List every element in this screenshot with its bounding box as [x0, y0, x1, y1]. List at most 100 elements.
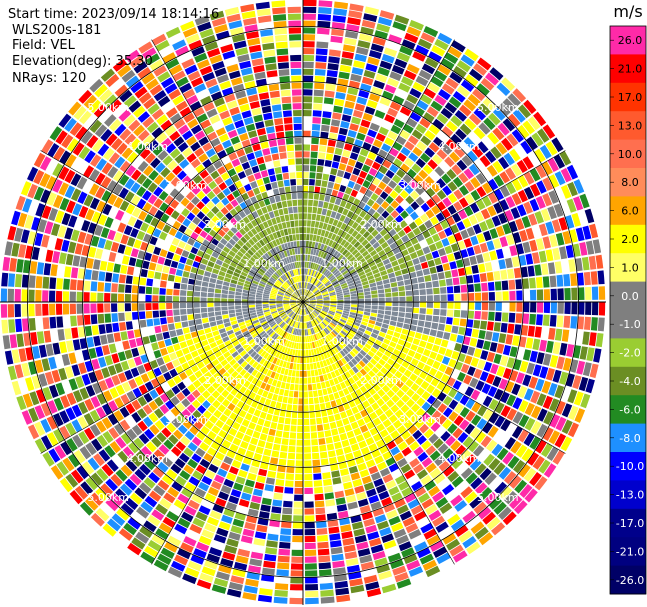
radar-gate-cell [372, 433, 382, 442]
radar-gate-cell [72, 434, 84, 448]
radar-gate-cell [356, 491, 367, 501]
radar-gate-cell [217, 275, 225, 281]
radar-gate-cell [235, 288, 243, 293]
radar-gate-cell [357, 352, 364, 360]
radar-gate-cell [436, 149, 448, 160]
radar-gate-cell [176, 391, 186, 402]
radar-gate-cell [157, 95, 171, 107]
radar-gate-cell [328, 203, 334, 211]
radar-gate-cell [160, 280, 167, 288]
radar-gate-cell [343, 107, 354, 116]
radar-gate-cell [412, 51, 426, 62]
radar-gate-cell [257, 418, 265, 426]
radar-gate-cell [500, 391, 510, 404]
radar-gate-cell [263, 293, 270, 297]
radar-gate-cell [318, 284, 324, 289]
radar-gate-cell [532, 252, 540, 264]
radar-gate-cell [262, 305, 269, 309]
radar-gate-cell [537, 408, 548, 422]
radar-gate-cell [419, 117, 431, 129]
radar-gate-cell [104, 114, 117, 127]
radar-gate-cell [345, 394, 353, 402]
radar-gate-cell [386, 329, 394, 336]
radar-gate-cell [349, 350, 356, 358]
radar-gate-cell [458, 172, 469, 184]
radar-gate-cell [350, 584, 365, 594]
radar-gate-cell [336, 244, 343, 252]
radar-gate-cell [228, 294, 235, 299]
radar-gate-cell [424, 147, 435, 158]
radar-gate-cell [71, 327, 79, 339]
radar-gate-cell [593, 348, 602, 363]
radar-gate-cell [156, 432, 167, 443]
radar-gate-cell [364, 382, 372, 390]
radar-gate-cell [401, 394, 410, 403]
radar-gate-cell [201, 286, 208, 292]
radar-gate-cell [296, 439, 303, 446]
radar-gate-cell [382, 384, 391, 393]
radar-gate-cell [546, 446, 559, 461]
radar-gate-cell [250, 329, 257, 336]
radar-gate-cell [90, 512, 105, 527]
radar-gate-cell [440, 294, 447, 301]
radar-gate-cell [138, 129, 150, 142]
radar-gate-cell [311, 320, 316, 327]
radar-gate-cell [145, 303, 152, 311]
radar-gate-cell [273, 342, 279, 349]
radar-gate-cell [17, 212, 28, 228]
radar-gate-cell [284, 273, 290, 279]
radar-gate-cell [411, 129, 423, 140]
radar-gate-cell [539, 144, 552, 159]
radar-gate-cell [416, 326, 424, 333]
radar-gate-cell [69, 122, 83, 136]
radar-gate-cell [186, 339, 194, 347]
radar-gate-cell [101, 367, 111, 379]
radar-gate-cell [335, 176, 343, 184]
radar-gate-cell [265, 314, 272, 319]
radar-gate-cell [482, 182, 493, 194]
radar-gate-cell [309, 276, 313, 283]
radar-gate-cell [230, 136, 241, 145]
radar-gate-cell [343, 308, 350, 312]
radar-gate-cell [326, 326, 332, 332]
radar-gate-cell [275, 358, 281, 366]
radar-gate-cell [307, 275, 310, 282]
radar-gate-cell [304, 515, 315, 522]
radar-gate-cell [157, 553, 172, 566]
radar-gate-cell [290, 277, 295, 284]
radar-gate-cell [20, 229, 30, 244]
radar-gate-cell [421, 457, 433, 468]
radar-gate-cell [131, 207, 142, 218]
radar-gate-cell [397, 280, 405, 287]
radar-gate-cell [559, 342, 568, 356]
radar-gate-cell [446, 286, 454, 294]
radar-gate-cell [360, 446, 370, 456]
radar-gate-cell [475, 431, 487, 444]
radar-gate-cell [452, 550, 468, 563]
radar-gate-cell [293, 508, 303, 515]
radar-gate-cell [249, 391, 257, 400]
radar-gate-cell [262, 390, 269, 398]
radar-gate-cell [335, 141, 345, 149]
radar-gate-cell [334, 441, 342, 450]
radar-gate-cell [213, 577, 229, 588]
radar-gate-cell [377, 313, 384, 319]
radar-gate-cell [368, 378, 377, 387]
radar-gate-cell [343, 171, 352, 180]
radar-gate-cell [377, 67, 390, 77]
radar-gate-cell [383, 338, 391, 345]
radar-gate-cell [404, 469, 416, 480]
radar-gate-cell [277, 395, 283, 403]
radar-gate-cell [316, 272, 322, 279]
radar-gate-cell [541, 263, 549, 275]
radar-gate-cell [34, 405, 46, 420]
radar-gate-cell [331, 119, 341, 127]
radar-gate-cell [85, 497, 99, 511]
radar-gate-cell [305, 308, 309, 315]
radar-gate-cell [225, 325, 233, 332]
radar-gate-cell [349, 341, 356, 348]
radar-gate-cell [335, 261, 342, 268]
radar-gate-cell [195, 318, 202, 325]
radar-gate-cell [316, 305, 323, 308]
radar-gate-cell [180, 20, 195, 32]
